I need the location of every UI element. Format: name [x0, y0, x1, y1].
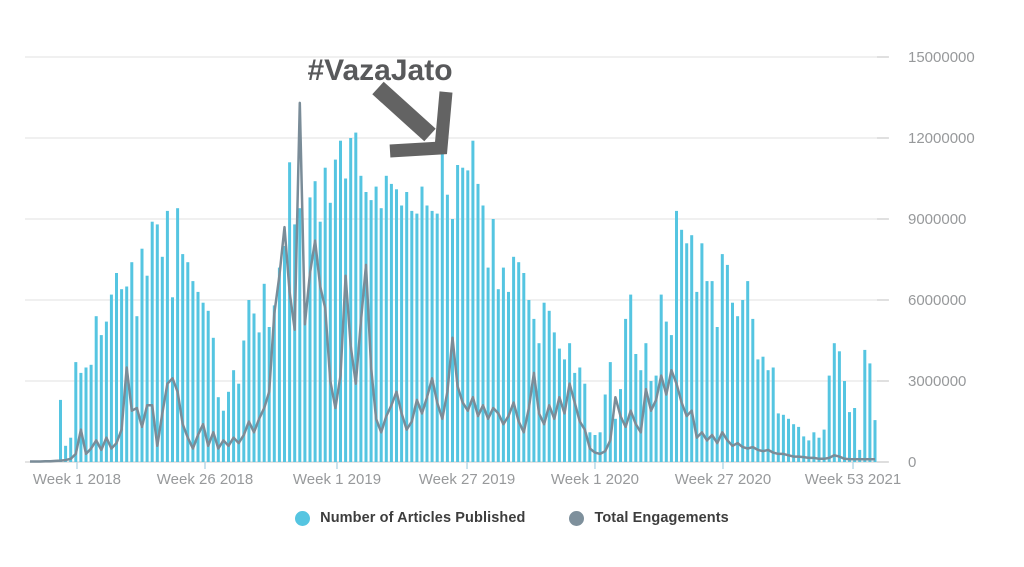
svg-text:0: 0: [908, 454, 916, 471]
svg-text:Week 26 2018: Week 26 2018: [157, 471, 253, 488]
svg-text:15000000: 15000000: [908, 49, 975, 66]
y-axis-labels: 0 3000000 6000000 9000000 12000000 15000000: [877, 49, 975, 471]
svg-text:Week 1 2019: Week 1 2019: [293, 471, 381, 488]
x-axis-labels: Week 1 2018 Week 26 2018 Week 1 2019 Week 2…: [33, 462, 901, 488]
svg-text:3000000: 3000000: [908, 373, 966, 390]
svg-text:Week 1 2018: Week 1 2018: [33, 471, 121, 488]
engagements-line: [30, 101, 875, 463]
vazajato-arrow: [372, 81, 453, 158]
vazajato-annotation: #VazaJato: [307, 54, 452, 87]
chart-legend: Number of Articles Published Total Engag…: [0, 510, 1024, 526]
svg-text:12000000: 12000000: [908, 130, 975, 147]
svg-text:6000000: 6000000: [908, 292, 966, 309]
svg-text:Week 27 2020: Week 27 2020: [675, 471, 771, 488]
legend-item-articles: Number of Articles Published: [295, 510, 525, 526]
articles-legend-label: Number of Articles Published: [320, 510, 526, 526]
engagements-legend-label: Total Engagements: [594, 510, 729, 526]
svg-text:Week 53 2021: Week 53 2021: [805, 471, 901, 488]
legend-item-engagements: Total Engagements: [569, 510, 729, 526]
svg-text:Week 1 2020: Week 1 2020: [551, 471, 639, 488]
svg-text:9000000: 9000000: [908, 211, 966, 228]
articles-engagements-chart: 0 3000000 6000000 9000000 12000000 15000000 We…: [25, 49, 975, 488]
engagements-legend-dot-icon: [569, 510, 585, 526]
svg-text:Week 27 2019: Week 27 2019: [419, 471, 515, 488]
articles-legend-dot-icon: [295, 510, 311, 526]
